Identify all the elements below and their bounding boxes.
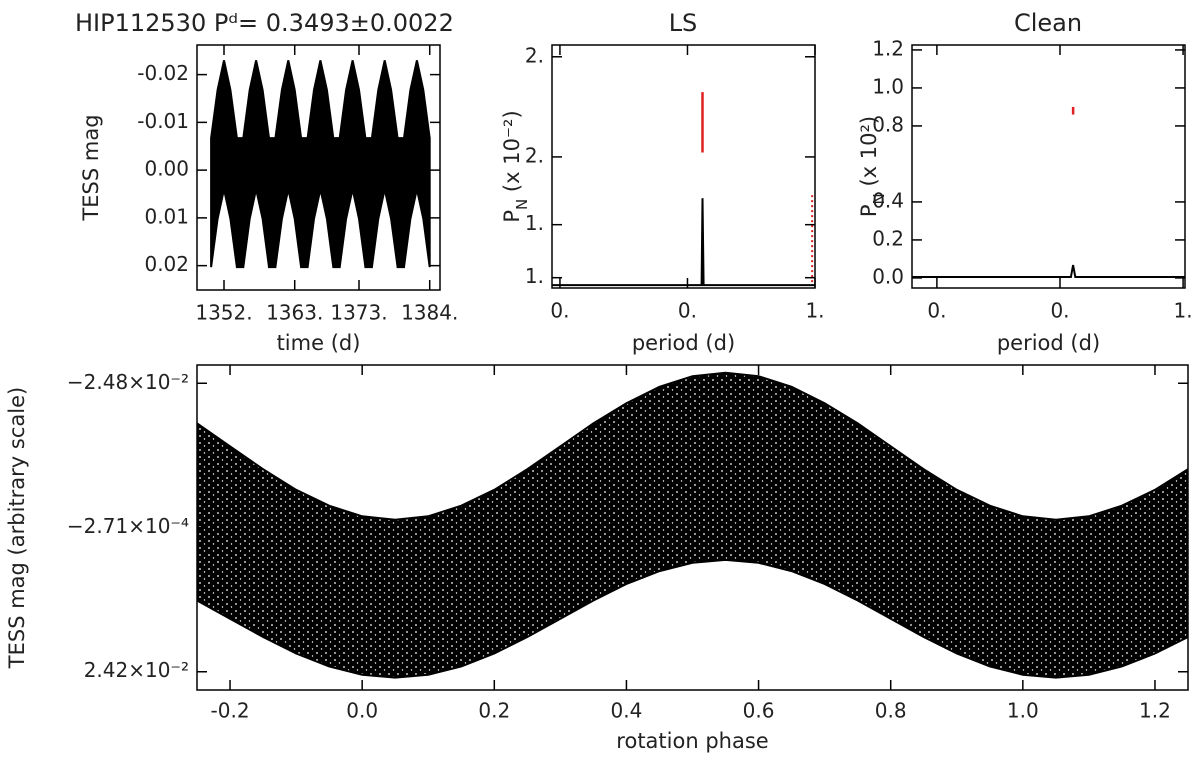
x-axis-label: period (d) bbox=[997, 331, 1100, 355]
y-label-sub: N bbox=[513, 199, 531, 210]
y-tick-label: −2.71×10⁻⁴ bbox=[67, 514, 189, 538]
y-label-rest: (x 10⁻²) bbox=[500, 110, 524, 198]
x-tick-label: 0. bbox=[678, 299, 697, 323]
y-label-sub: N bbox=[870, 193, 888, 204]
y-tick-label: 0.02 bbox=[144, 252, 189, 276]
x-tick-label: 0.2 bbox=[478, 699, 510, 723]
y-tick-label: 2. bbox=[525, 43, 544, 67]
y-label-base: P bbox=[857, 204, 881, 217]
y-axis-label: PN (x 10⁻²) bbox=[500, 110, 531, 222]
y-tick-label: 1. bbox=[525, 264, 544, 288]
panel: -0.2 0.0 0.2 0.4 0.6 0.8 1.0 1.2 −2.48×10⁻² −2.71… bbox=[5, 364, 1189, 753]
axes-frame bbox=[911, 44, 1186, 289]
periodogram-line bbox=[552, 198, 815, 287]
axes-frame bbox=[551, 44, 816, 289]
x-tick-label: 0.8 bbox=[875, 699, 907, 723]
x-tick-label: 0.6 bbox=[743, 699, 775, 723]
y-tick-label: -0.01 bbox=[137, 109, 189, 133]
y-axis-label: PN (x 10²) bbox=[857, 116, 888, 217]
plot-area bbox=[912, 106, 1185, 278]
panel-title: HIP112530 Pᵈ= 0.3493±0.0022 bbox=[75, 9, 454, 37]
x-tick-label: 0. bbox=[927, 299, 946, 323]
y-tick-label: 0.00 bbox=[144, 157, 189, 181]
y-tick-label: 0.01 bbox=[144, 204, 189, 228]
panel: 0. 0. 1. 0.0 0.2 0.4 0.8 1.0 1.2 Clean period (d) P… bbox=[857, 9, 1193, 355]
periodogram-line bbox=[912, 264, 1185, 278]
x-tick-label: 1. bbox=[1174, 299, 1193, 323]
y-tick-label: −2.48×10⁻² bbox=[67, 370, 189, 394]
y-tick-label: 1.0 bbox=[872, 74, 904, 98]
y-tick-label: -0.02 bbox=[137, 61, 189, 85]
panel: 1352. 1363. 1373. 1384. -0.02 -0.01 0.00 0.01 0.… bbox=[75, 9, 458, 355]
x-tick-label: 0. bbox=[1050, 299, 1069, 323]
y-tick-label: 0.0 bbox=[872, 264, 904, 288]
plot-area bbox=[197, 371, 1188, 679]
x-tick-label: 1363. bbox=[266, 301, 323, 325]
x-axis-label: period (d) bbox=[632, 331, 735, 355]
plot-area bbox=[552, 92, 815, 287]
x-tick-label: 0.0 bbox=[346, 699, 378, 723]
plot-area bbox=[210, 60, 431, 269]
y-tick-label: 1.2 bbox=[872, 36, 904, 60]
x-tick-label: 1. bbox=[805, 299, 824, 323]
axes-frame bbox=[196, 44, 441, 291]
x-tick-label: -0.2 bbox=[211, 699, 250, 723]
x-tick-label: 1384. bbox=[401, 301, 458, 325]
x-tick-label: 1.2 bbox=[1139, 699, 1171, 723]
x-tick-label: 0. bbox=[550, 299, 569, 323]
x-axis-label: rotation phase bbox=[616, 729, 768, 753]
data-band bbox=[210, 60, 431, 269]
y-tick-label: 0.2 bbox=[872, 226, 904, 250]
y-tick-label: 0.8 bbox=[872, 112, 904, 136]
data-band bbox=[197, 371, 1188, 679]
y-axis-label: TESS mag (arbitrary scale) bbox=[5, 387, 29, 669]
y-tick-label: 1. bbox=[525, 211, 544, 235]
x-tick-label: 1373. bbox=[330, 301, 387, 325]
panel-title: LS bbox=[669, 9, 698, 37]
x-tick-label: 1.0 bbox=[1007, 699, 1039, 723]
y-tick-label: 2.42×10⁻² bbox=[84, 658, 189, 682]
x-tick-label: 0.4 bbox=[611, 699, 643, 723]
y-tick-label: 0.4 bbox=[872, 188, 904, 212]
y-axis-label: TESS mag bbox=[79, 114, 103, 221]
y-tick-label: 2. bbox=[525, 143, 544, 167]
y-label-base: P bbox=[500, 210, 524, 223]
y-label-rest: (x 10²) bbox=[857, 116, 881, 193]
x-axis-label: time (d) bbox=[277, 331, 361, 355]
x-tick-label: 1352. bbox=[195, 301, 252, 325]
panel-title: Clean bbox=[1014, 9, 1082, 37]
